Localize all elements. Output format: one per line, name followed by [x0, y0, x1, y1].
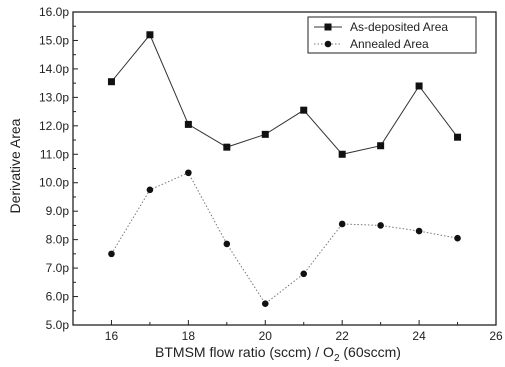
data-point-square: [300, 106, 308, 114]
x-tick-label: 26: [489, 329, 503, 343]
y-tick-label: 11.0p: [40, 147, 69, 161]
data-point-circle: [338, 220, 346, 228]
legend-box: [307, 16, 477, 54]
data-point-square: [377, 142, 385, 150]
x-tick-label: 16: [105, 329, 119, 343]
legend: As-deposited Area Annealed Area: [307, 16, 477, 54]
x-tick-label: 22: [336, 329, 350, 343]
y-tick-label: 12.0p: [39, 119, 69, 133]
series-line-1: [111, 33, 458, 155]
data-point-square: [223, 143, 231, 151]
plot-area: 5.0p 6.0p 7.0p 8.0p 9.0p 10.0p 11.0p 12.0p 13.0p…: [39, 5, 503, 343]
data-point-square: [261, 130, 269, 138]
y-tick-label: 10.0p: [39, 176, 69, 190]
data-point-square: [146, 31, 154, 39]
data-point-circle: [185, 169, 192, 177]
legend-label: As-deposited Area: [350, 20, 448, 34]
y-tick-label: 13.0p: [39, 90, 69, 104]
legend-marker-square: [324, 23, 332, 31]
x-tick-label: 20: [259, 329, 273, 343]
data-point-circle: [261, 300, 269, 307]
y-tick-label: 5.0p: [46, 318, 70, 332]
data-point-circle: [223, 240, 231, 248]
data-point-square: [338, 150, 346, 158]
data-point-circle: [454, 234, 461, 242]
x-tick-label: 18: [182, 329, 196, 343]
y-tick-label: 6.0p: [46, 290, 70, 304]
data-point-square: [454, 133, 462, 141]
legend-marker-circle: [324, 40, 332, 48]
data-point-circle: [146, 186, 154, 194]
data-point-square: [184, 120, 192, 128]
y-axis-label: Derivative Area: [7, 118, 23, 213]
data-point-circle: [415, 227, 423, 235]
plot-frame: [72, 11, 497, 326]
data-point-circle: [300, 270, 308, 278]
data-point-circle: [377, 222, 384, 229]
y-tick-label: 15.0p: [39, 33, 69, 47]
y-tick-label: 7.0p: [46, 261, 70, 275]
x-axis-label: BTMSM flow ratio (sccm) / O2 (60sccm): [155, 344, 401, 364]
y-tick-label: 9.0p: [46, 204, 70, 218]
legend-label: Annealed Area: [350, 37, 429, 51]
y-tick-label: 16.0p: [39, 5, 69, 19]
data-point-circle: [108, 250, 115, 258]
x-tick-label: 24: [412, 329, 426, 343]
y-tick-label: 14.0p: [39, 62, 69, 76]
series-line-2: [111, 172, 458, 305]
y-tick-label: 8.0p: [46, 233, 70, 247]
data-point-square: [415, 82, 423, 90]
data-point-square: [107, 78, 115, 86]
